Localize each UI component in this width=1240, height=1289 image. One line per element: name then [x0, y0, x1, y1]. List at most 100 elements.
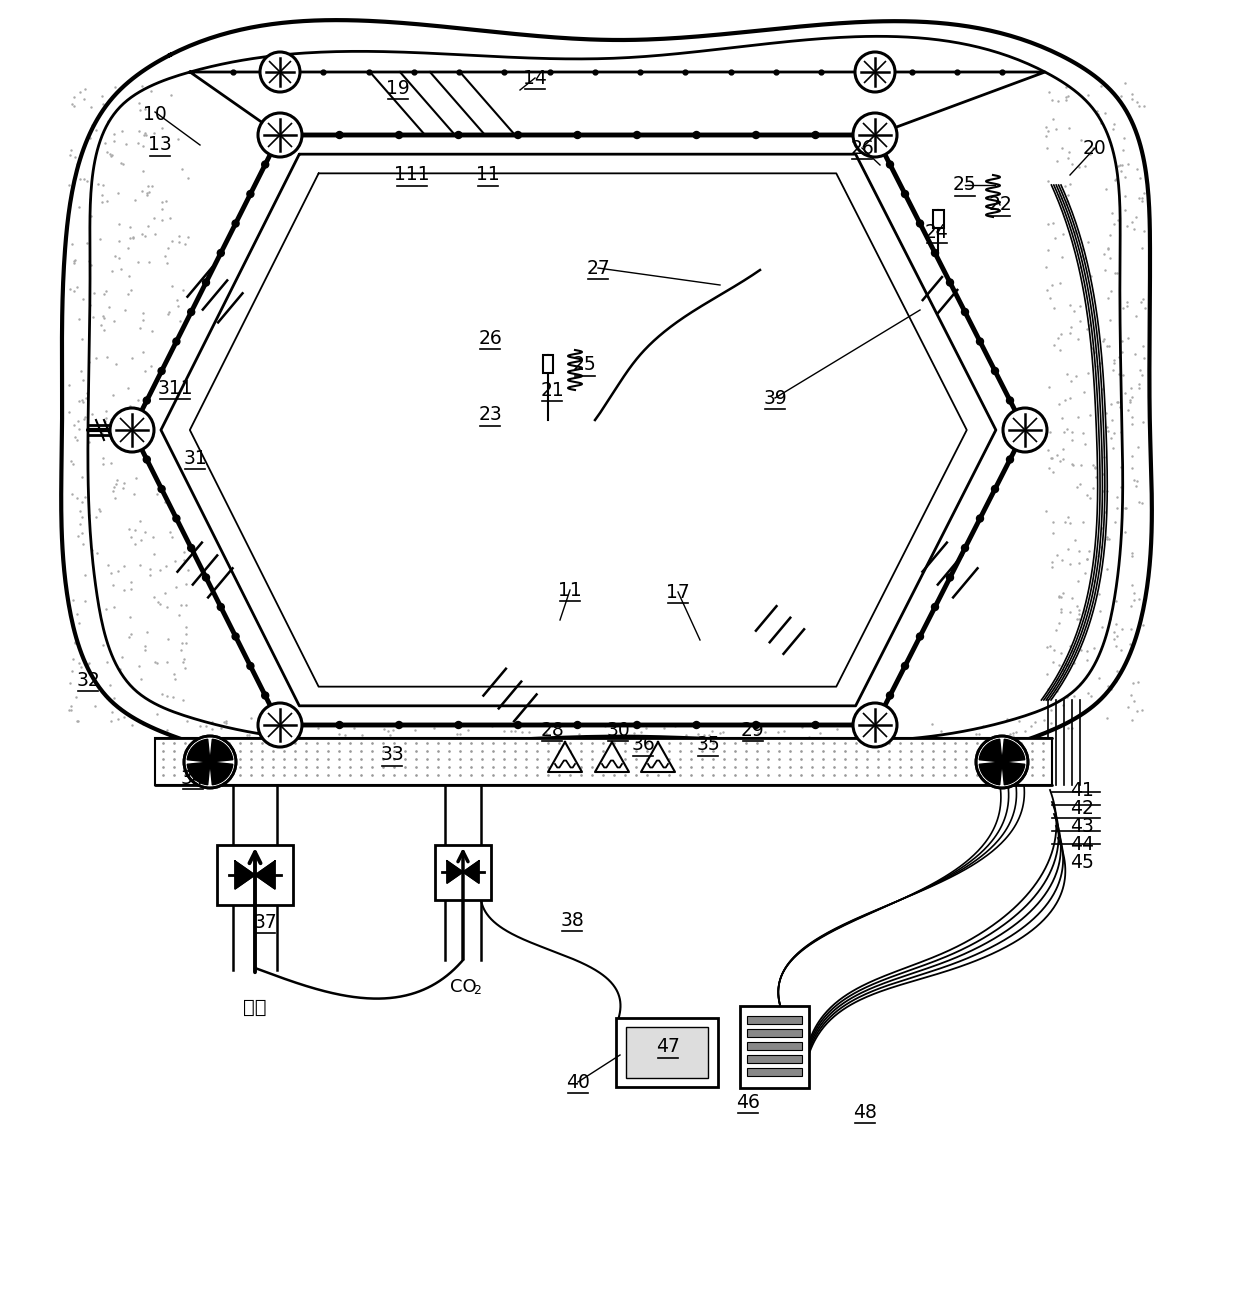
- Circle shape: [976, 736, 1028, 788]
- Circle shape: [232, 633, 239, 641]
- Text: 35: 35: [696, 736, 720, 754]
- Circle shape: [336, 131, 343, 138]
- Text: 14: 14: [523, 68, 547, 88]
- Polygon shape: [1002, 763, 1024, 785]
- Polygon shape: [190, 72, 1045, 135]
- Polygon shape: [463, 861, 479, 883]
- Polygon shape: [446, 861, 463, 883]
- Polygon shape: [187, 763, 210, 785]
- Circle shape: [977, 516, 983, 522]
- Circle shape: [992, 367, 998, 375]
- Circle shape: [262, 692, 269, 699]
- Polygon shape: [190, 173, 967, 687]
- FancyBboxPatch shape: [616, 1018, 718, 1087]
- Circle shape: [901, 663, 909, 669]
- FancyBboxPatch shape: [543, 354, 553, 373]
- Circle shape: [961, 544, 968, 552]
- FancyBboxPatch shape: [740, 1005, 808, 1088]
- Circle shape: [916, 633, 924, 641]
- FancyBboxPatch shape: [746, 1054, 802, 1063]
- Polygon shape: [211, 739, 233, 762]
- FancyBboxPatch shape: [932, 210, 944, 228]
- Circle shape: [977, 338, 983, 345]
- Text: 39: 39: [763, 388, 787, 407]
- Polygon shape: [161, 155, 996, 706]
- Circle shape: [144, 397, 150, 403]
- Circle shape: [997, 758, 1007, 767]
- Circle shape: [396, 722, 403, 728]
- FancyBboxPatch shape: [746, 1016, 802, 1023]
- FancyBboxPatch shape: [626, 1027, 708, 1078]
- Polygon shape: [595, 742, 629, 772]
- Circle shape: [455, 722, 463, 728]
- Circle shape: [206, 758, 215, 767]
- Circle shape: [172, 338, 180, 345]
- Text: 44: 44: [1070, 834, 1094, 853]
- Polygon shape: [233, 785, 277, 860]
- Text: 34: 34: [181, 768, 205, 788]
- Text: 47: 47: [656, 1038, 680, 1057]
- Text: 28: 28: [541, 721, 564, 740]
- Circle shape: [693, 131, 701, 138]
- Text: 23: 23: [479, 406, 502, 424]
- Circle shape: [753, 131, 759, 138]
- Text: 38: 38: [560, 910, 584, 929]
- Text: 48: 48: [853, 1102, 877, 1121]
- Text: 26: 26: [851, 138, 874, 157]
- Text: 25: 25: [573, 356, 596, 375]
- Circle shape: [916, 220, 924, 227]
- Circle shape: [634, 722, 641, 728]
- Polygon shape: [980, 739, 1002, 762]
- Text: 27: 27: [587, 259, 610, 277]
- Circle shape: [110, 409, 154, 452]
- Polygon shape: [88, 36, 1122, 744]
- Text: 37: 37: [253, 913, 277, 932]
- Polygon shape: [131, 135, 1025, 724]
- Circle shape: [159, 367, 165, 375]
- Text: 11: 11: [558, 580, 582, 599]
- Circle shape: [812, 722, 818, 728]
- Text: 46: 46: [737, 1093, 760, 1111]
- Circle shape: [574, 722, 582, 728]
- Text: 32: 32: [76, 670, 100, 690]
- Text: 311: 311: [157, 379, 192, 397]
- FancyBboxPatch shape: [155, 739, 1052, 785]
- Text: 11: 11: [476, 165, 500, 184]
- Text: 45: 45: [1070, 852, 1094, 871]
- Circle shape: [853, 113, 897, 157]
- Circle shape: [515, 131, 522, 138]
- Circle shape: [217, 603, 224, 611]
- Circle shape: [693, 722, 701, 728]
- Text: 111: 111: [394, 165, 430, 184]
- Circle shape: [931, 603, 939, 611]
- Text: 33: 33: [381, 745, 404, 764]
- Circle shape: [887, 161, 894, 168]
- Text: 24: 24: [925, 223, 949, 241]
- Text: 40: 40: [567, 1072, 590, 1092]
- Text: 20: 20: [1083, 138, 1107, 157]
- Polygon shape: [61, 21, 1152, 766]
- Text: 43: 43: [1070, 816, 1094, 835]
- Polygon shape: [187, 739, 210, 762]
- Circle shape: [247, 191, 254, 197]
- Text: 21: 21: [541, 380, 564, 400]
- Circle shape: [184, 736, 236, 788]
- Circle shape: [931, 250, 939, 257]
- Text: 25: 25: [954, 175, 977, 195]
- Polygon shape: [233, 905, 277, 971]
- Text: 30: 30: [606, 721, 630, 740]
- FancyBboxPatch shape: [217, 846, 293, 905]
- Text: 22: 22: [988, 196, 1012, 214]
- Polygon shape: [548, 742, 582, 772]
- Text: 31: 31: [184, 449, 207, 468]
- Circle shape: [946, 278, 954, 286]
- Text: 36: 36: [631, 736, 655, 754]
- Text: 26: 26: [479, 329, 502, 348]
- Polygon shape: [445, 785, 481, 846]
- Text: 41: 41: [1070, 781, 1094, 799]
- Circle shape: [187, 308, 195, 316]
- Polygon shape: [211, 763, 233, 785]
- FancyBboxPatch shape: [746, 1042, 802, 1051]
- Circle shape: [1007, 456, 1013, 463]
- Polygon shape: [445, 900, 481, 960]
